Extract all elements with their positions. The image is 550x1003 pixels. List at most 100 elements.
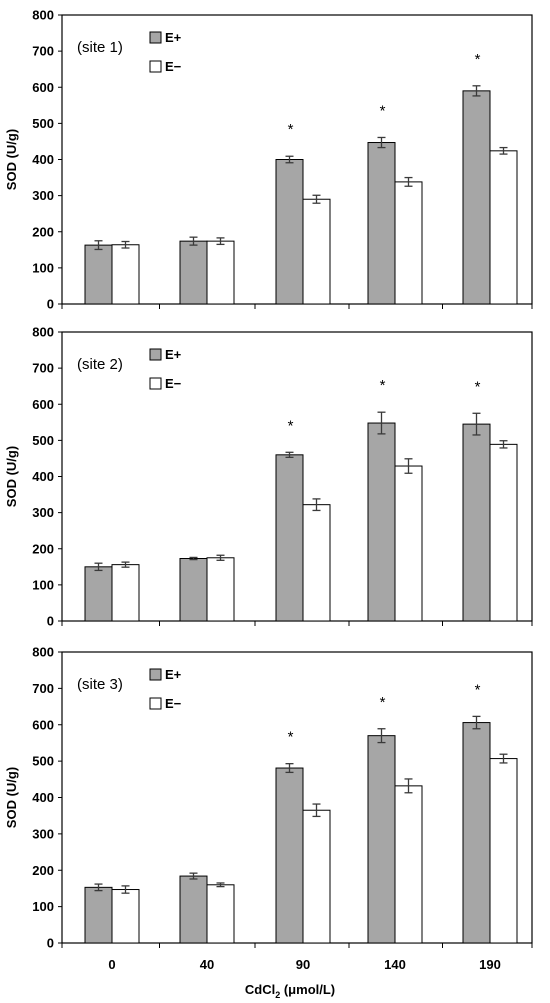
x-tick-label: 90 [296, 957, 310, 972]
y-tick-label: 700 [32, 44, 54, 59]
x-tick-label: 40 [200, 957, 214, 972]
bar-e-plus-40 [179, 875, 208, 944]
legend: E+ E− [149, 667, 182, 711]
y-tick-label: 700 [32, 361, 54, 376]
x-axis-label-subscript: 2 [275, 990, 280, 1000]
y-tick-label: 700 [32, 681, 54, 696]
site-label: (site 1) [77, 39, 123, 56]
y-tick-label: 400 [32, 469, 54, 484]
y-tick-label: 200 [32, 224, 54, 239]
x-tick-label: 0 [108, 957, 115, 972]
y-tick-label: 400 [32, 152, 54, 167]
legend-label-e-plus: E+ [165, 30, 182, 45]
y-tick-label: 100 [32, 260, 54, 275]
x-axis-label-unit: (μmol/L) [280, 982, 335, 997]
bar-e-minus-190 [489, 443, 518, 622]
bar-e-plus-140 [367, 142, 396, 305]
legend-swatch-e-plus [149, 348, 162, 361]
bar-e-plus-190 [462, 423, 491, 622]
y-tick-label: 500 [32, 116, 54, 131]
y-tick-label: 500 [32, 433, 54, 448]
bar-e-minus-0 [111, 564, 140, 622]
y-tick-label: 600 [32, 80, 54, 95]
legend-label-e-plus: E+ [165, 667, 182, 682]
y-axis-label: SOD (U/g) [4, 767, 19, 828]
significance-marker: * [380, 694, 386, 711]
bar-e-minus-140 [394, 465, 423, 622]
bar-e-minus-90 [302, 504, 331, 622]
y-tick-label: 600 [32, 397, 54, 412]
x-axis-label: CdCl2 (μmol/L) [245, 982, 335, 1000]
legend-label-e-plus: E+ [165, 347, 182, 362]
bar-e-minus-190 [489, 150, 518, 305]
legend-swatch-e-minus [149, 377, 162, 390]
significance-marker: * [288, 417, 294, 434]
significance-marker: * [475, 378, 481, 395]
bar-e-plus-40 [179, 240, 208, 305]
y-tick-label: 0 [47, 614, 54, 629]
bar-e-minus-140 [394, 181, 423, 305]
legend-swatch-e-minus [149, 60, 162, 73]
y-tick-label: 300 [32, 505, 54, 520]
bar-e-plus-140 [367, 735, 396, 944]
legend-label-e-minus: E− [165, 696, 182, 711]
y-tick-label: 200 [32, 541, 54, 556]
site-label: (site 3) [77, 676, 123, 693]
y-tick-label: 600 [32, 717, 54, 732]
panel-site-1: 0 100 200 300 400 500 600 700 800 SOD (U/g) (site … [4, 8, 533, 312]
y-tick-label: 0 [47, 297, 54, 312]
legend-swatch-e-plus [149, 31, 162, 44]
y-tick-label: 300 [32, 188, 54, 203]
significance-marker: * [380, 377, 386, 394]
bar-e-minus-40 [206, 557, 235, 622]
bar-e-plus-190 [462, 722, 491, 944]
bar-e-plus-0 [84, 566, 113, 622]
bar-e-minus-190 [489, 758, 518, 944]
y-tick-label: 500 [32, 754, 54, 769]
bar-e-minus-90 [302, 809, 331, 944]
bar-e-minus-0 [111, 889, 140, 944]
bar-e-minus-40 [206, 240, 235, 305]
y-axis-label: SOD (U/g) [4, 446, 19, 507]
significance-marker: * [288, 121, 294, 138]
site-label: (site 2) [77, 356, 123, 373]
bar-e-plus-90 [275, 767, 304, 944]
legend-swatch-e-minus [149, 697, 162, 710]
legend-label-e-minus: E− [165, 376, 182, 391]
bar-e-minus-140 [394, 785, 423, 944]
bar-e-plus-190 [462, 90, 491, 305]
bar-e-plus-0 [84, 244, 113, 305]
significance-marker: * [380, 102, 386, 119]
y-tick-label: 200 [32, 863, 54, 878]
bar-e-plus-0 [84, 886, 113, 944]
legend: E+ E− [149, 30, 182, 74]
y-axis-label: SOD (U/g) [4, 129, 19, 190]
y-tick-label: 800 [32, 325, 54, 340]
bar-e-plus-140 [367, 422, 396, 622]
y-tick-label: 300 [32, 826, 54, 841]
y-tick-label: 0 [47, 936, 54, 951]
significance-marker: * [475, 51, 481, 68]
x-axis-label-main: CdCl [245, 982, 275, 997]
bar-e-minus-0 [111, 244, 140, 305]
significance-marker: * [288, 729, 294, 746]
legend-swatch-e-plus [149, 668, 162, 681]
bar-e-minus-40 [206, 884, 235, 944]
y-tick-label: 800 [32, 645, 54, 660]
x-tick-label: 190 [479, 957, 501, 972]
legend: E+ E− [149, 347, 182, 391]
x-tick-label: 140 [384, 957, 406, 972]
y-tick-label: 100 [32, 899, 54, 914]
significance-marker: * [475, 681, 481, 698]
bar-e-plus-40 [179, 558, 208, 622]
y-tick-label: 800 [32, 8, 54, 23]
bar-e-plus-90 [275, 159, 304, 305]
bar-e-minus-90 [302, 198, 331, 305]
y-tick-label: 400 [32, 790, 54, 805]
y-tick-label: 100 [32, 577, 54, 592]
legend-label-e-minus: E− [165, 59, 182, 74]
bar-e-plus-90 [275, 454, 304, 622]
